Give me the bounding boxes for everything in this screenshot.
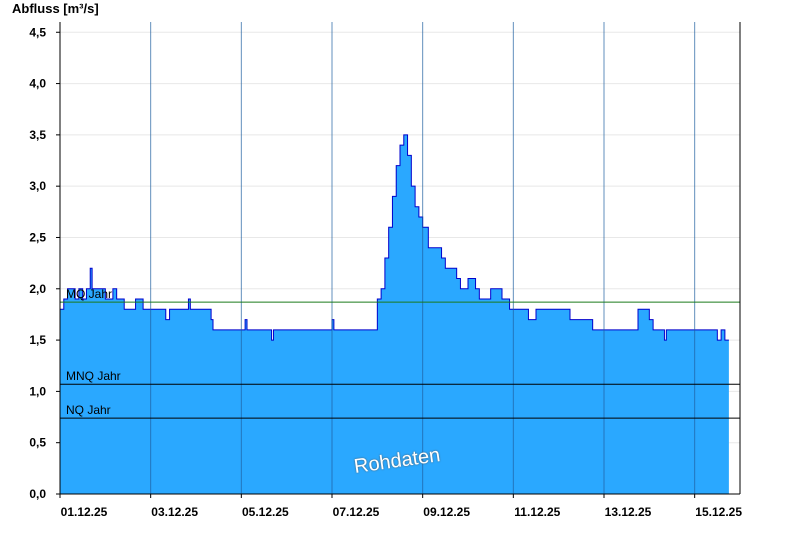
y-axis-title: Abfluss [m³/s] (12, 1, 99, 16)
x-tick-label: 07.12.25 (333, 505, 380, 519)
reference-line-label: MQ Jahr (66, 287, 112, 301)
x-tick-label: 11.12.25 (514, 505, 560, 519)
y-tick-label: 2,0 (29, 282, 46, 296)
y-tick-label: 4,5 (29, 25, 46, 39)
x-tick-label: 03.12.25 (151, 505, 198, 519)
reference-line-label: MNQ Jahr (66, 369, 121, 383)
x-tick-label: 13.12.25 (605, 505, 652, 519)
x-tick-label: 01.12.25 (61, 505, 108, 519)
y-ticks: 0,0 0,5 1,0 1,5 2,0 2,5 3,0 3,5 4,0 4,5 (29, 25, 60, 501)
discharge-area (60, 134, 729, 494)
reference-lines: MQ Jahr MNQ Jahr NQ Jahr (60, 287, 740, 419)
y-tick-label: 0,5 (29, 436, 46, 450)
y-tick-label: 1,0 (29, 384, 46, 398)
discharge-line (60, 134, 729, 341)
x-ticks: 01.12.25 03.12.25 05.12.25 07.12.25 09.12.25… (59, 494, 742, 519)
y-tick-label: 3,0 (29, 179, 46, 193)
y-tick-label: 1,5 (29, 333, 46, 347)
axes (59, 22, 741, 495)
reference-line-label: NQ Jahr (66, 403, 111, 417)
y-tick-label: 0,0 (29, 487, 46, 501)
y-tick-label: 4,0 (29, 77, 46, 91)
y-tick-label: 3,5 (29, 128, 46, 142)
y-tick-label: 2,5 (29, 230, 46, 244)
vertical-gridlines (150, 22, 696, 494)
x-tick-label: 05.12.25 (242, 505, 289, 519)
area-layer (60, 134, 729, 494)
x-tick-label: 09.12.25 (423, 505, 470, 519)
x-tick-label: 15.12.25 (695, 505, 742, 519)
